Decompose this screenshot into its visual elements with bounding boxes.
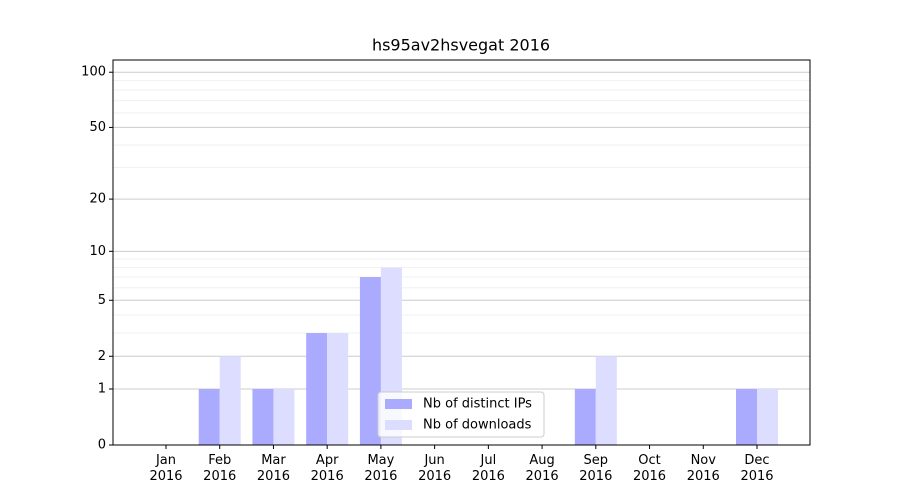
- axes-frame: [112, 59, 811, 446]
- x-tick-label: Feb 2016: [203, 453, 237, 484]
- x-tick-label: Nov 2016: [686, 453, 720, 484]
- bar: [273, 389, 295, 445]
- y-tick-label: 50: [89, 120, 106, 135]
- y-tick-label: 5: [98, 293, 106, 308]
- x-tick-label: May 2016: [364, 453, 398, 484]
- x-tick-label: Jul 2016: [471, 453, 505, 484]
- x-tick-label: Jan 2016: [149, 453, 183, 484]
- x-tick-label: Aug 2016: [525, 453, 559, 484]
- bar: [198, 389, 220, 445]
- bar: [736, 389, 757, 445]
- bar: [306, 333, 328, 445]
- bar: [219, 356, 241, 445]
- bar: [574, 389, 596, 445]
- x-tick-label: Sep 2016: [579, 453, 613, 484]
- y-tick-label: 2: [98, 349, 106, 364]
- y-tick-label: 1: [98, 382, 106, 397]
- x-tick-label: Dec 2016: [740, 453, 774, 484]
- x-tick-label: Apr 2016: [310, 453, 344, 484]
- x-tick-label: Jun 2016: [418, 453, 452, 484]
- y-tick-label: 100: [81, 65, 106, 80]
- x-tick-label: Mar 2016: [256, 453, 290, 484]
- chart-title: hs95av2hsvegat 2016: [372, 36, 550, 55]
- bar: [327, 333, 349, 445]
- bar: [252, 389, 274, 445]
- y-tick-label: 0: [98, 438, 106, 453]
- bar: [757, 389, 778, 445]
- legend-box: [377, 391, 545, 438]
- x-tick-label: Oct 2016: [632, 453, 667, 484]
- bar: [595, 356, 617, 445]
- legend-label: Nb of downloads: [423, 418, 532, 433]
- y-tick-label: 10: [89, 244, 106, 259]
- legend-label: Nb of distinct IPs: [423, 397, 532, 412]
- bar: [359, 277, 381, 445]
- legend-swatch: [385, 420, 412, 430]
- y-tick-label: 20: [89, 192, 106, 207]
- legend-swatch: [385, 399, 412, 409]
